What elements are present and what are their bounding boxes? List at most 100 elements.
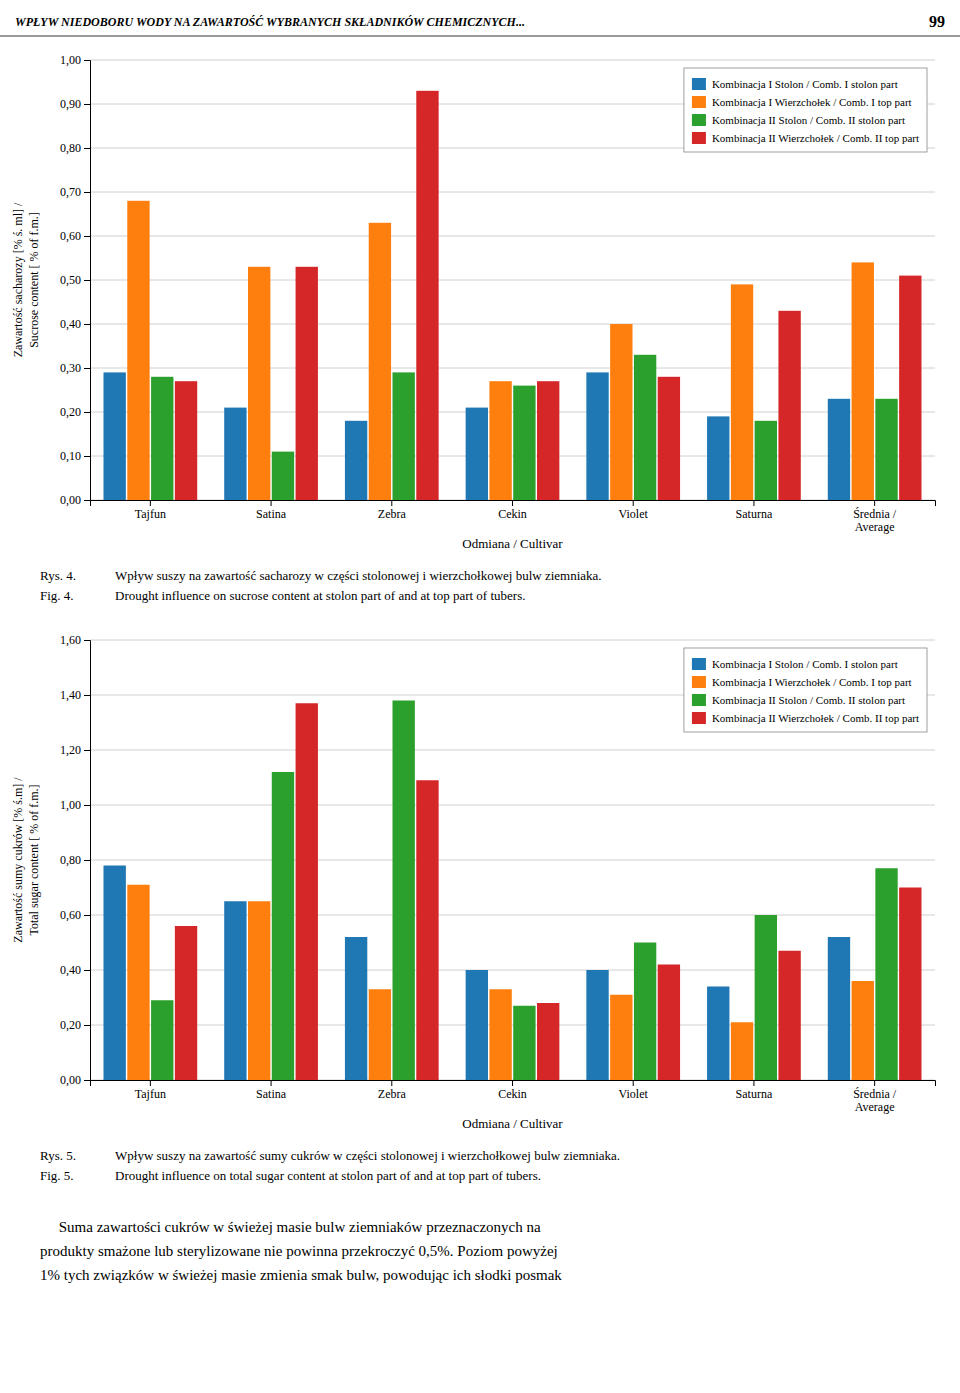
y-axis-line — [84, 641, 91, 1081]
y-tick: 0,70 — [60, 185, 90, 199]
x-tick-label-line: Violet — [619, 507, 649, 521]
x-tick-label: Zebra — [378, 1087, 407, 1101]
y-tick-mark — [84, 860, 90, 861]
x-tick-mark — [271, 500, 272, 506]
y-tick: 1,00 — [60, 798, 90, 812]
y-tick-mark — [84, 280, 90, 281]
x-axis-line — [91, 501, 936, 507]
x-tick: Tajfun — [135, 1080, 166, 1101]
legend-swatch — [692, 78, 706, 90]
bar — [899, 276, 921, 500]
x-tick-label-line: Tajfun — [135, 1087, 166, 1101]
x-tick-label-line: Average — [855, 1100, 895, 1114]
y-axis: 0,000,100,200,300,400,500,600,700,800,90… — [60, 53, 91, 507]
x-tick-mark — [633, 500, 634, 506]
y-tick: 0,50 — [60, 273, 90, 287]
bar — [392, 701, 414, 1081]
y-tick-label: 0,80 — [60, 141, 81, 155]
x-tick-label-line: Average — [855, 520, 895, 534]
legend-swatch — [692, 96, 706, 108]
caption: Drought influence on sucrose content at … — [115, 588, 525, 603]
bar — [537, 381, 559, 500]
legend-label: Kombinacja I Stolon / Comb. I stolon par… — [712, 78, 898, 90]
bar — [852, 262, 874, 500]
x-tick: Saturna — [736, 1080, 773, 1101]
bar — [369, 989, 391, 1080]
page-header: WPŁYW NIEDOBORU WODY NA ZAWARTOŚĆ WYBRAN… — [15, 15, 525, 29]
bar — [489, 989, 511, 1080]
grid-line — [90, 640, 935, 641]
y-tick-label: 0,70 — [60, 185, 81, 199]
x-tick: Saturna — [736, 500, 773, 521]
bar — [828, 937, 850, 1080]
caption: Wpływ suszy na zawartość sacharozy w czę… — [115, 568, 602, 583]
x-tick-mark — [874, 1080, 875, 1086]
x-axis-title: Odmiana / Cultivar — [462, 536, 563, 551]
bar — [778, 311, 800, 500]
x-tick: Średnia /Average — [853, 500, 897, 534]
legend-swatch — [692, 658, 706, 670]
x-tick: Violet — [619, 500, 649, 521]
x-tick-mark — [874, 500, 875, 506]
bar — [224, 408, 246, 500]
bar — [610, 324, 632, 500]
x-tick: Cekin — [498, 1080, 527, 1101]
x-tick: Satina — [256, 500, 287, 521]
x-tick-label-line: Zebra — [378, 1087, 407, 1101]
bar — [224, 901, 246, 1080]
bar — [707, 416, 729, 500]
y-tick-label: 0,80 — [60, 853, 81, 867]
x-tick: Violet — [619, 1080, 649, 1101]
y-tick-mark — [84, 640, 90, 641]
y-tick-label: 0,60 — [60, 229, 81, 243]
body-text: produkty smażone lub sterylizowane nie p… — [40, 1243, 558, 1259]
y-tick-label: 1,60 — [60, 633, 81, 647]
x-tick-mark — [271, 1080, 272, 1086]
y-tick-label: 0,20 — [60, 1018, 81, 1032]
x-tick-label: Violet — [619, 1087, 649, 1101]
caption: Drought influence on total sugar content… — [115, 1168, 541, 1183]
bar — [345, 421, 367, 500]
legend-frame — [684, 68, 927, 152]
x-tick-label-line: Cekin — [498, 1087, 527, 1101]
bar-series — [175, 703, 922, 1080]
y-tick-mark — [84, 500, 90, 501]
y-tick: 0,80 — [60, 853, 90, 867]
y-tick-mark — [84, 456, 90, 457]
y-tick-mark — [84, 368, 90, 369]
background — [0, 0, 960, 1393]
y-tick-mark — [84, 695, 90, 696]
caption: Rys. 4. — [40, 568, 76, 583]
bar — [634, 355, 656, 500]
legend-swatch — [692, 132, 706, 144]
bar — [151, 377, 173, 500]
x-tick-label-line: Średnia / — [853, 507, 897, 521]
x-tick-label-line: Saturna — [736, 1087, 773, 1101]
y-tick-mark — [84, 192, 90, 193]
x-tick-label: Violet — [619, 507, 649, 521]
x-tick-label-line: Średnia / — [853, 1087, 897, 1101]
bar — [369, 223, 391, 500]
y-tick-mark — [84, 104, 90, 105]
bar — [899, 888, 921, 1081]
y-tick-mark — [84, 148, 90, 149]
y-tick: 0,00 — [60, 1073, 90, 1087]
y-tick: 0,60 — [60, 229, 90, 243]
x-tick-mark — [150, 500, 151, 506]
legend-label: Kombinacja I Stolon / Comb. I stolon par… — [712, 658, 898, 670]
x-tick-label-line: Satina — [256, 507, 287, 521]
grid-line — [90, 860, 935, 861]
x-tick-label-line: Saturna — [736, 507, 773, 521]
x-tick-mark — [150, 1080, 151, 1086]
grid-line — [90, 60, 935, 61]
y-axis-title: Sucrose content [ % of f.m.] — [27, 212, 41, 348]
x-tick-mark — [512, 500, 513, 506]
x-tick: Zebra — [378, 1080, 407, 1101]
bar — [658, 965, 680, 1081]
x-tick-label: Satina — [256, 1087, 287, 1101]
y-tick-label: 0,90 — [60, 97, 81, 111]
x-tick: Zebra — [378, 500, 407, 521]
bar — [586, 970, 608, 1080]
y-tick-mark — [84, 1025, 90, 1026]
x-tick-label: Tajfun — [135, 1087, 166, 1101]
